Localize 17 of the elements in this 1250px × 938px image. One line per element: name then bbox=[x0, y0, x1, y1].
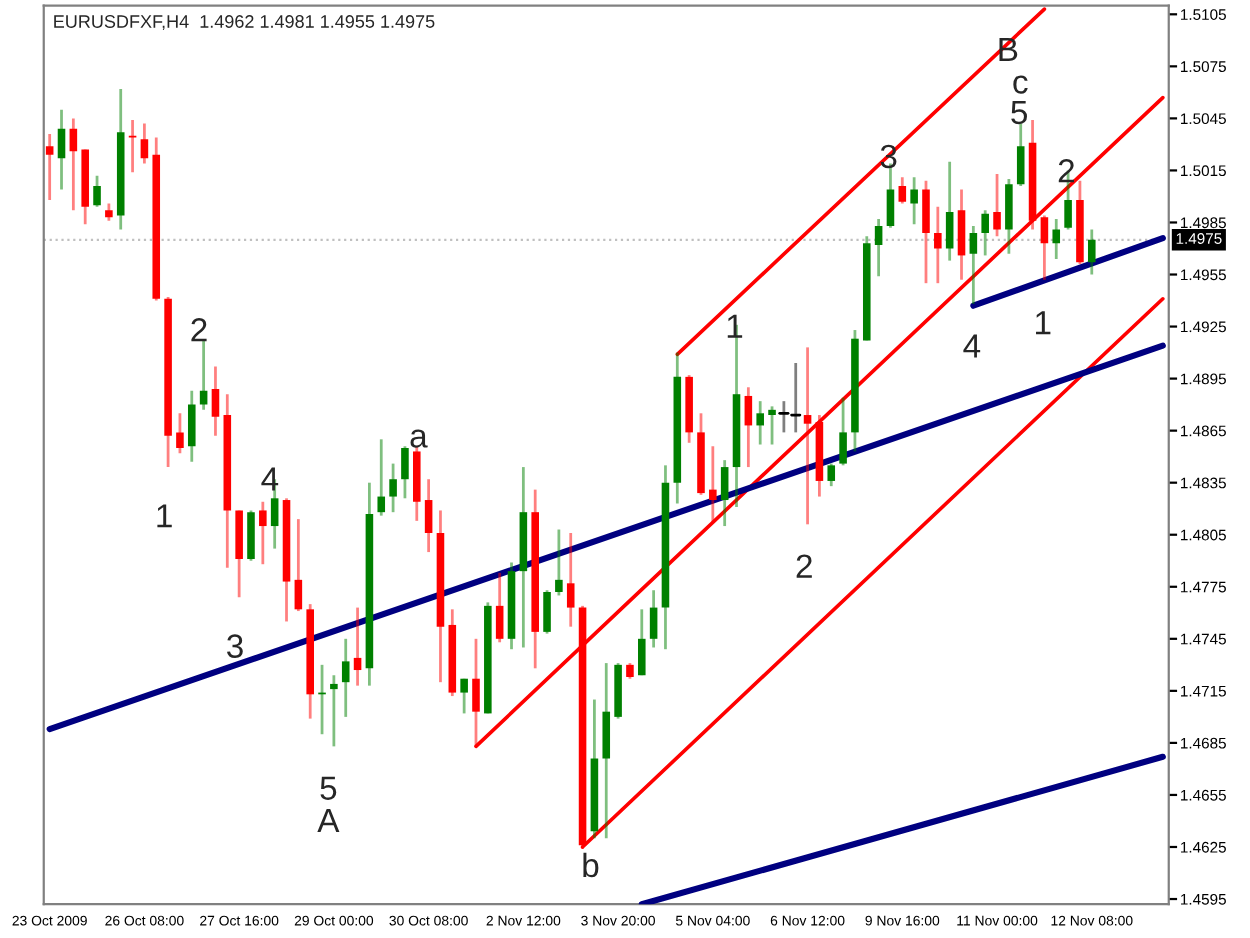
annotation: 1 bbox=[727, 314, 743, 338]
annotation: 4 bbox=[261, 467, 279, 491]
annotation: 3 bbox=[227, 634, 243, 658]
annotation: a bbox=[410, 429, 428, 448]
annotation: A bbox=[317, 809, 340, 832]
annotation: 5 bbox=[320, 776, 337, 800]
annotation: 2 bbox=[1058, 159, 1074, 183]
annotation: c bbox=[1013, 75, 1028, 94]
annotation: b bbox=[583, 852, 599, 878]
annotation: B bbox=[999, 38, 1018, 61]
annotation: 2 bbox=[796, 554, 812, 578]
annotation: 4 bbox=[963, 334, 981, 358]
chart-title: EURUSDFXF,H4 1.4962 1.4981 1.4955 1.4975 bbox=[54, 15, 435, 31]
annotation: 2 bbox=[191, 318, 207, 342]
annotation: 5 bbox=[1011, 100, 1027, 125]
annotation: 1 bbox=[157, 504, 172, 528]
annotation: 1 bbox=[1036, 311, 1051, 335]
